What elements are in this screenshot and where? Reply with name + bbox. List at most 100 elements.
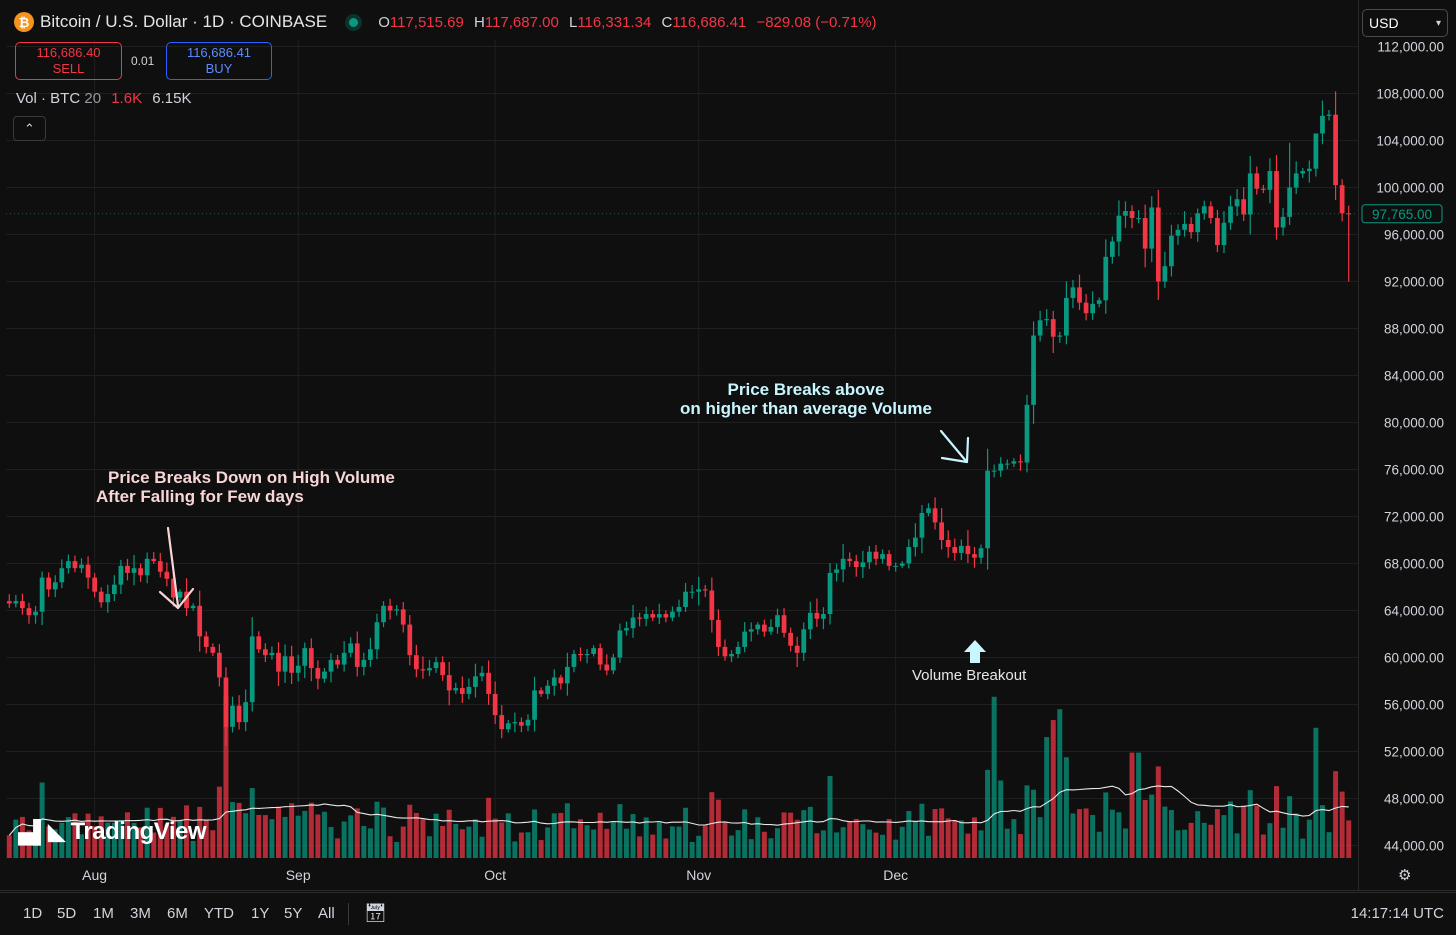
tradingview-mark-icon: ▄▌◣	[18, 819, 65, 844]
volume-bar	[92, 826, 98, 858]
volume-bar	[1004, 828, 1010, 858]
volume-bar	[893, 839, 899, 858]
candle-body	[1188, 223, 1194, 233]
collapse-legend-button[interactable]: ⌃	[13, 116, 46, 141]
candle-body	[821, 614, 826, 619]
volume-bar	[1096, 831, 1102, 858]
range-3m-button[interactable]: 3M	[130, 905, 151, 922]
range-all-button[interactable]: All	[318, 905, 335, 922]
candle-body	[499, 715, 505, 730]
tradingview-wordmark: TradingView	[70, 818, 207, 845]
volume-bar	[394, 841, 400, 858]
candle-body	[1306, 168, 1312, 172]
volume-bar	[532, 809, 538, 858]
candle-body	[1228, 206, 1233, 223]
candle-body	[1346, 213, 1352, 215]
calendar-goto-icon[interactable]: 📅︎	[364, 903, 387, 923]
candle-body	[368, 649, 373, 660]
toolbar-divider	[348, 903, 349, 925]
volume-bar	[709, 792, 715, 858]
volume-bar	[1017, 834, 1023, 858]
candle-body	[919, 512, 925, 538]
utc-clock[interactable]: 14:17:14 UTC	[1350, 905, 1444, 922]
candle-body	[66, 561, 71, 569]
range-1m-button[interactable]: 1M	[93, 905, 114, 922]
range-5d-button[interactable]: 5D	[57, 905, 77, 922]
candle-body	[1123, 211, 1128, 216]
market-open-icon	[349, 17, 359, 27]
volume-bar	[1221, 815, 1227, 858]
volume-bar	[256, 814, 262, 858]
volume-bar	[98, 816, 104, 858]
volume-bar	[407, 804, 413, 858]
tradingview-logo[interactable]: ▄▌◣ TradingView	[18, 818, 207, 846]
volume-bar	[138, 827, 144, 858]
volume-bar	[1044, 737, 1050, 858]
range-1d-button[interactable]: 1D	[23, 905, 43, 922]
range-5y-button[interactable]: 5Y	[284, 905, 303, 922]
candle-body	[125, 565, 130, 573]
volume-bar	[906, 811, 912, 858]
volume-bar	[1254, 805, 1260, 858]
volume-bar	[965, 833, 971, 858]
volume-bar	[1319, 805, 1325, 858]
volume-bar	[637, 836, 643, 858]
candle-body	[1280, 216, 1286, 228]
symbol-title[interactable]: Bitcoin / U.S. Dollar · 1D · COINBASE	[40, 12, 328, 31]
candle-body	[991, 470, 997, 472]
volume-breakout-arrow	[964, 640, 986, 663]
ohlc-low: 116,331.34	[577, 13, 652, 31]
symbol-header: ₿ Bitcoin / U.S. Dollar · 1D · COINBASE …	[14, 12, 883, 32]
volume-bar	[650, 834, 656, 858]
buy-button[interactable]: 116,686.41 BUY	[166, 42, 272, 80]
volume-bar	[249, 788, 255, 858]
volume-bar	[374, 801, 380, 858]
candle-body	[46, 577, 52, 590]
candle-body	[361, 659, 367, 667]
volume-bar	[1326, 832, 1332, 858]
volume-bar	[236, 802, 242, 858]
volume-bar	[400, 826, 406, 858]
candle-body	[1070, 287, 1076, 298]
candle-body	[144, 558, 150, 576]
volume-legend-ma: 6.15K	[152, 90, 192, 107]
volume-bar	[19, 816, 25, 858]
candle-body	[446, 675, 452, 691]
gear-icon[interactable]: ⚙	[1398, 867, 1412, 884]
range-ytd-button[interactable]: YTD	[204, 905, 234, 922]
candle-body	[118, 565, 124, 585]
candle-body	[591, 648, 597, 654]
range-6m-button[interactable]: 6M	[167, 905, 188, 922]
volume-bar	[1175, 830, 1181, 858]
volume-bar	[866, 829, 872, 858]
range-1y-button[interactable]: 1Y	[251, 905, 270, 922]
candle-body	[1221, 222, 1227, 246]
volume-bar	[1306, 819, 1312, 858]
sell-button[interactable]: 116,686.40 SELL	[15, 42, 122, 80]
candle-body	[709, 590, 715, 620]
volume-bar	[1116, 812, 1122, 858]
candle-body	[190, 605, 196, 609]
volume-bar	[216, 786, 222, 858]
candle-body	[440, 662, 445, 676]
volume-legend[interactable]: Vol · BTC 20 1.6K 6.15K	[16, 90, 191, 107]
volume-bar	[197, 806, 203, 858]
candle-body	[79, 564, 84, 569]
candle-body	[177, 591, 183, 598]
candle-body	[512, 722, 518, 724]
candle-body	[1083, 302, 1089, 314]
price-tick-label: 68,000.00	[1384, 557, 1444, 572]
candle-body	[20, 601, 25, 609]
volume-bar	[472, 819, 478, 858]
candle-body	[1320, 115, 1325, 134]
candle-body	[6, 601, 12, 604]
candle-body	[860, 562, 866, 568]
candle-body	[210, 646, 216, 653]
volume-bar	[1247, 790, 1253, 858]
candle-body	[873, 551, 879, 559]
candle-body	[807, 612, 813, 630]
currency-select[interactable]: USD ▾	[1362, 9, 1448, 37]
volume-bar	[558, 812, 564, 858]
candle-body	[565, 666, 570, 684]
